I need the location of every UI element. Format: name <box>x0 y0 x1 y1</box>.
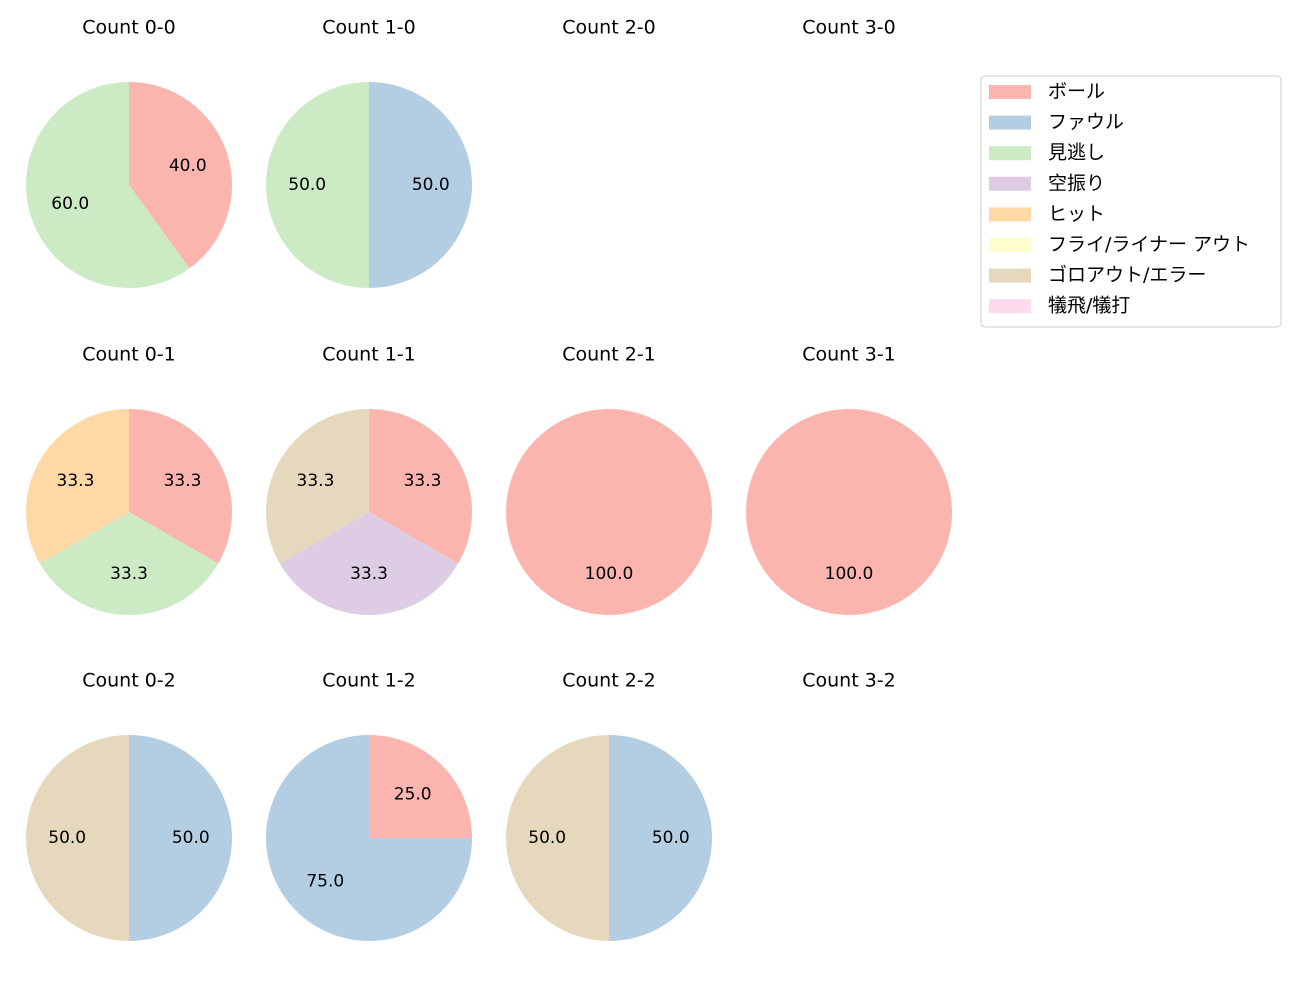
value-label: 33.3 <box>57 471 95 491</box>
legend-swatch <box>989 85 1031 99</box>
value-label: 25.0 <box>394 784 432 804</box>
pie-title: Count 2-1 <box>562 344 656 366</box>
pie-slice <box>129 735 232 941</box>
pie-slice <box>25 82 190 288</box>
pie-title: Count 0-2 <box>82 670 176 692</box>
pie-slice <box>266 409 369 564</box>
pie-title: Count 2-0 <box>562 17 656 39</box>
legend-swatch <box>989 207 1031 222</box>
legend-label: 空振り <box>1048 172 1105 194</box>
legend-swatch <box>989 176 1031 191</box>
pie-slice <box>369 82 472 288</box>
pie-slice <box>26 409 130 564</box>
pie-title: Count 1-2 <box>322 670 416 692</box>
pie-slice <box>369 409 472 564</box>
pie-title: Count 3-0 <box>802 17 896 39</box>
value-label: 60.0 <box>51 194 89 214</box>
value-label: 75.0 <box>306 872 344 892</box>
legend-label: ボール <box>1048 81 1105 103</box>
pie-slice <box>266 735 472 941</box>
pie-slice <box>266 82 369 288</box>
legend-label: 犠飛/犠打 <box>1048 295 1130 317</box>
value-label: 50.0 <box>528 828 566 848</box>
pie-slice <box>129 409 232 564</box>
value-label: 40.0 <box>169 156 207 176</box>
pie-slice <box>506 735 609 941</box>
value-label: 50.0 <box>48 828 86 848</box>
value-label: 33.3 <box>110 564 148 584</box>
pie-title: Count 3-2 <box>802 670 896 692</box>
pie-slice <box>609 735 712 941</box>
pie-slice <box>129 82 232 269</box>
pie-title: Count 1-1 <box>322 344 416 366</box>
legend-swatch <box>989 146 1031 161</box>
pie-slice <box>746 409 952 615</box>
value-label: 50.0 <box>172 828 210 848</box>
legend-label: フライ/ライナー アウト <box>1048 234 1250 256</box>
legend-label: ヒット <box>1048 203 1105 225</box>
value-label: 33.3 <box>297 471 335 491</box>
pie-title: Count 1-0 <box>322 17 416 39</box>
value-label: 50.0 <box>652 828 690 848</box>
pie-slice <box>39 512 219 615</box>
value-label: 33.3 <box>164 471 202 491</box>
pie-slice <box>506 409 712 615</box>
legend-label: 見逃し <box>1048 142 1105 164</box>
pie-slice <box>26 735 129 941</box>
legend-swatch <box>989 299 1031 314</box>
pie-title: Count 2-2 <box>562 670 656 692</box>
pie-title: Count 0-1 <box>82 344 176 366</box>
legend-swatch <box>989 115 1031 130</box>
value-label: 33.3 <box>350 564 388 584</box>
pie-title: Count 3-1 <box>802 344 896 366</box>
legend-swatch <box>989 268 1031 283</box>
value-label: 100.0 <box>585 564 634 584</box>
legend-swatch <box>989 238 1031 252</box>
value-label: 50.0 <box>288 175 326 195</box>
pie-slice <box>369 735 472 838</box>
value-label: 50.0 <box>412 175 450 195</box>
legend-label: ゴロアウト/エラー <box>1048 264 1206 286</box>
legend-label: ファウル <box>1048 111 1124 133</box>
value-label: 100.0 <box>825 564 874 584</box>
legend-box <box>980 75 1282 328</box>
pie-title: Count 0-0 <box>82 17 176 39</box>
value-label: 33.3 <box>404 471 442 491</box>
